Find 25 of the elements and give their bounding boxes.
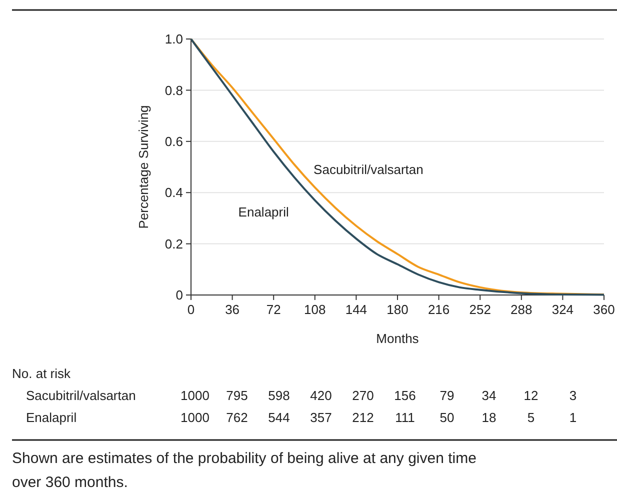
y-tick-label: 0.4 [164, 185, 183, 200]
series-label: Sacubitril/valsartan [314, 162, 424, 177]
x-tick-label: 36 [225, 302, 240, 317]
x-tick-label: 288 [510, 302, 532, 317]
y-axis-title: Percentage Surviving [136, 105, 151, 229]
y-tick-label: 0 [176, 288, 183, 303]
x-tick-label: 180 [386, 302, 408, 317]
y-tick-label: 0.2 [164, 236, 183, 252]
x-tick-label: 216 [428, 302, 450, 317]
text: Enalapril 1000 762 544 357 212 111 50 18 5 1 [26, 410, 577, 425]
x-tick-label: 72 [266, 302, 281, 317]
x-tick-label: 324 [552, 302, 574, 317]
x-tick-label: 360 [593, 302, 615, 317]
text: No. at risk [12, 366, 72, 381]
y-tick-label: 1.0 [164, 32, 183, 47]
x-tick-label: 108 [304, 302, 326, 317]
y-tick-label: 0.8 [164, 82, 183, 98]
text: Shown are estimates of the probability of being alive at any given time over 360 months. [12, 449, 478, 493]
text: Sacubitril/valsartan 1000 795 598 420 270 156 79 34 12 3 [26, 388, 577, 403]
x-axis-title: Months [376, 331, 420, 346]
y-tick-label: 0.6 [164, 134, 183, 149]
x-tick-label: 252 [469, 302, 491, 317]
x-tick-label: 144 [345, 302, 368, 317]
series-label: Enalapril [238, 204, 290, 220]
x-tick-label: 0 [187, 302, 195, 317]
